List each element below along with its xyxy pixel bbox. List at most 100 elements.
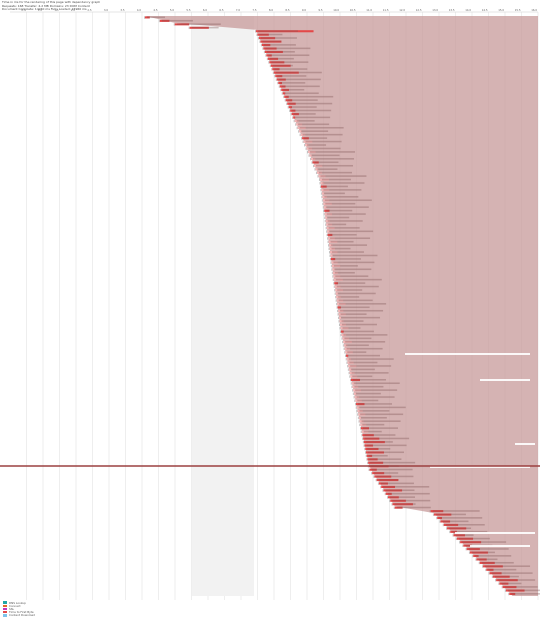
tick-label: 4.5 [153, 8, 157, 12]
request-bar [469, 551, 488, 554]
legend-item: Content Download [3, 613, 35, 617]
row-marker [320, 192, 322, 195]
request-label [494, 575, 519, 578]
request-label [363, 430, 382, 433]
request-label [345, 341, 386, 343]
request-label [332, 254, 378, 257]
request-label [322, 182, 365, 184]
request-bar [330, 254, 333, 257]
row-marker [347, 368, 349, 371]
row-marker [188, 26, 190, 30]
request-bar [366, 451, 384, 454]
request-bar [325, 216, 328, 219]
request-label [289, 102, 333, 105]
request-label [257, 30, 298, 32]
gap-bar [470, 545, 530, 547]
request-bar [502, 586, 517, 589]
request-bar [281, 88, 289, 91]
request-rows [144, 16, 540, 596]
request-bar [273, 71, 299, 74]
request-bar [350, 375, 358, 378]
request-bar [483, 565, 503, 568]
row-marker [338, 316, 340, 320]
request-label [348, 358, 394, 360]
request-bar [287, 102, 296, 105]
request-label [328, 223, 347, 226]
request-label [274, 68, 308, 70]
row-marker [356, 409, 358, 413]
request-label [284, 92, 319, 95]
request-label [333, 261, 375, 264]
tick-label: 8.0 [269, 8, 273, 12]
row-marker [478, 561, 480, 565]
request-label [280, 82, 306, 84]
header-line-3: Document Complete: 14240 ms Fully Loaded… [2, 8, 87, 12]
row-marker [271, 68, 273, 71]
request-bar [364, 444, 373, 447]
request-label [323, 192, 345, 195]
request-label [329, 230, 374, 233]
request-label [324, 196, 359, 198]
request-label [311, 154, 340, 157]
blocked-overlay [145, 16, 538, 596]
request-bar [296, 123, 303, 126]
request-label [262, 40, 282, 43]
tick-label: 7.0 [236, 8, 240, 12]
row-marker [323, 209, 325, 213]
request-bar [159, 19, 170, 22]
gap-bar [430, 466, 530, 468]
row-marker [277, 81, 279, 85]
request-label [432, 510, 480, 512]
request-label [337, 292, 376, 295]
tick-label: 11.0 [366, 8, 372, 12]
request-label [336, 285, 379, 288]
row-marker [459, 541, 461, 544]
row-marker [324, 216, 326, 219]
request-bar [346, 358, 351, 361]
request-bar [300, 133, 306, 136]
request-bar [357, 409, 363, 413]
request-bar [278, 81, 283, 85]
request-label [396, 506, 431, 509]
request-bar [290, 109, 296, 112]
request-bar [334, 285, 341, 288]
request-label [161, 19, 193, 22]
row-marker [330, 261, 332, 264]
row-marker [330, 264, 332, 268]
request-label [330, 237, 371, 240]
row-marker [352, 392, 354, 396]
request-bar [499, 582, 509, 585]
row-marker [326, 230, 328, 233]
request-label [327, 216, 350, 219]
request-label [341, 316, 381, 319]
row-marker [365, 454, 367, 458]
request-label [329, 234, 357, 236]
request-bar [338, 313, 346, 316]
request-bar [340, 327, 349, 330]
row-marker [442, 523, 444, 527]
request-bar [332, 271, 338, 274]
request-label [387, 492, 430, 495]
request-bar [345, 351, 353, 354]
request-label [266, 51, 295, 53]
request-label [278, 78, 321, 81]
request-label [351, 372, 389, 374]
request-bar [346, 354, 349, 357]
row-marker [377, 482, 379, 485]
request-label [286, 95, 334, 98]
request-bar [329, 244, 333, 247]
request-bar [433, 513, 452, 516]
row-marker [322, 202, 324, 206]
row-marker [335, 299, 337, 302]
row-marker [265, 54, 267, 57]
tick-label: 16.0 [531, 8, 537, 12]
request-label [349, 361, 378, 364]
request-bar [326, 223, 333, 226]
row-marker [389, 499, 391, 503]
row-marker [353, 396, 355, 399]
row-marker [269, 64, 271, 68]
request-bar [303, 140, 313, 143]
row-marker [328, 244, 330, 247]
request-bar [496, 579, 518, 582]
